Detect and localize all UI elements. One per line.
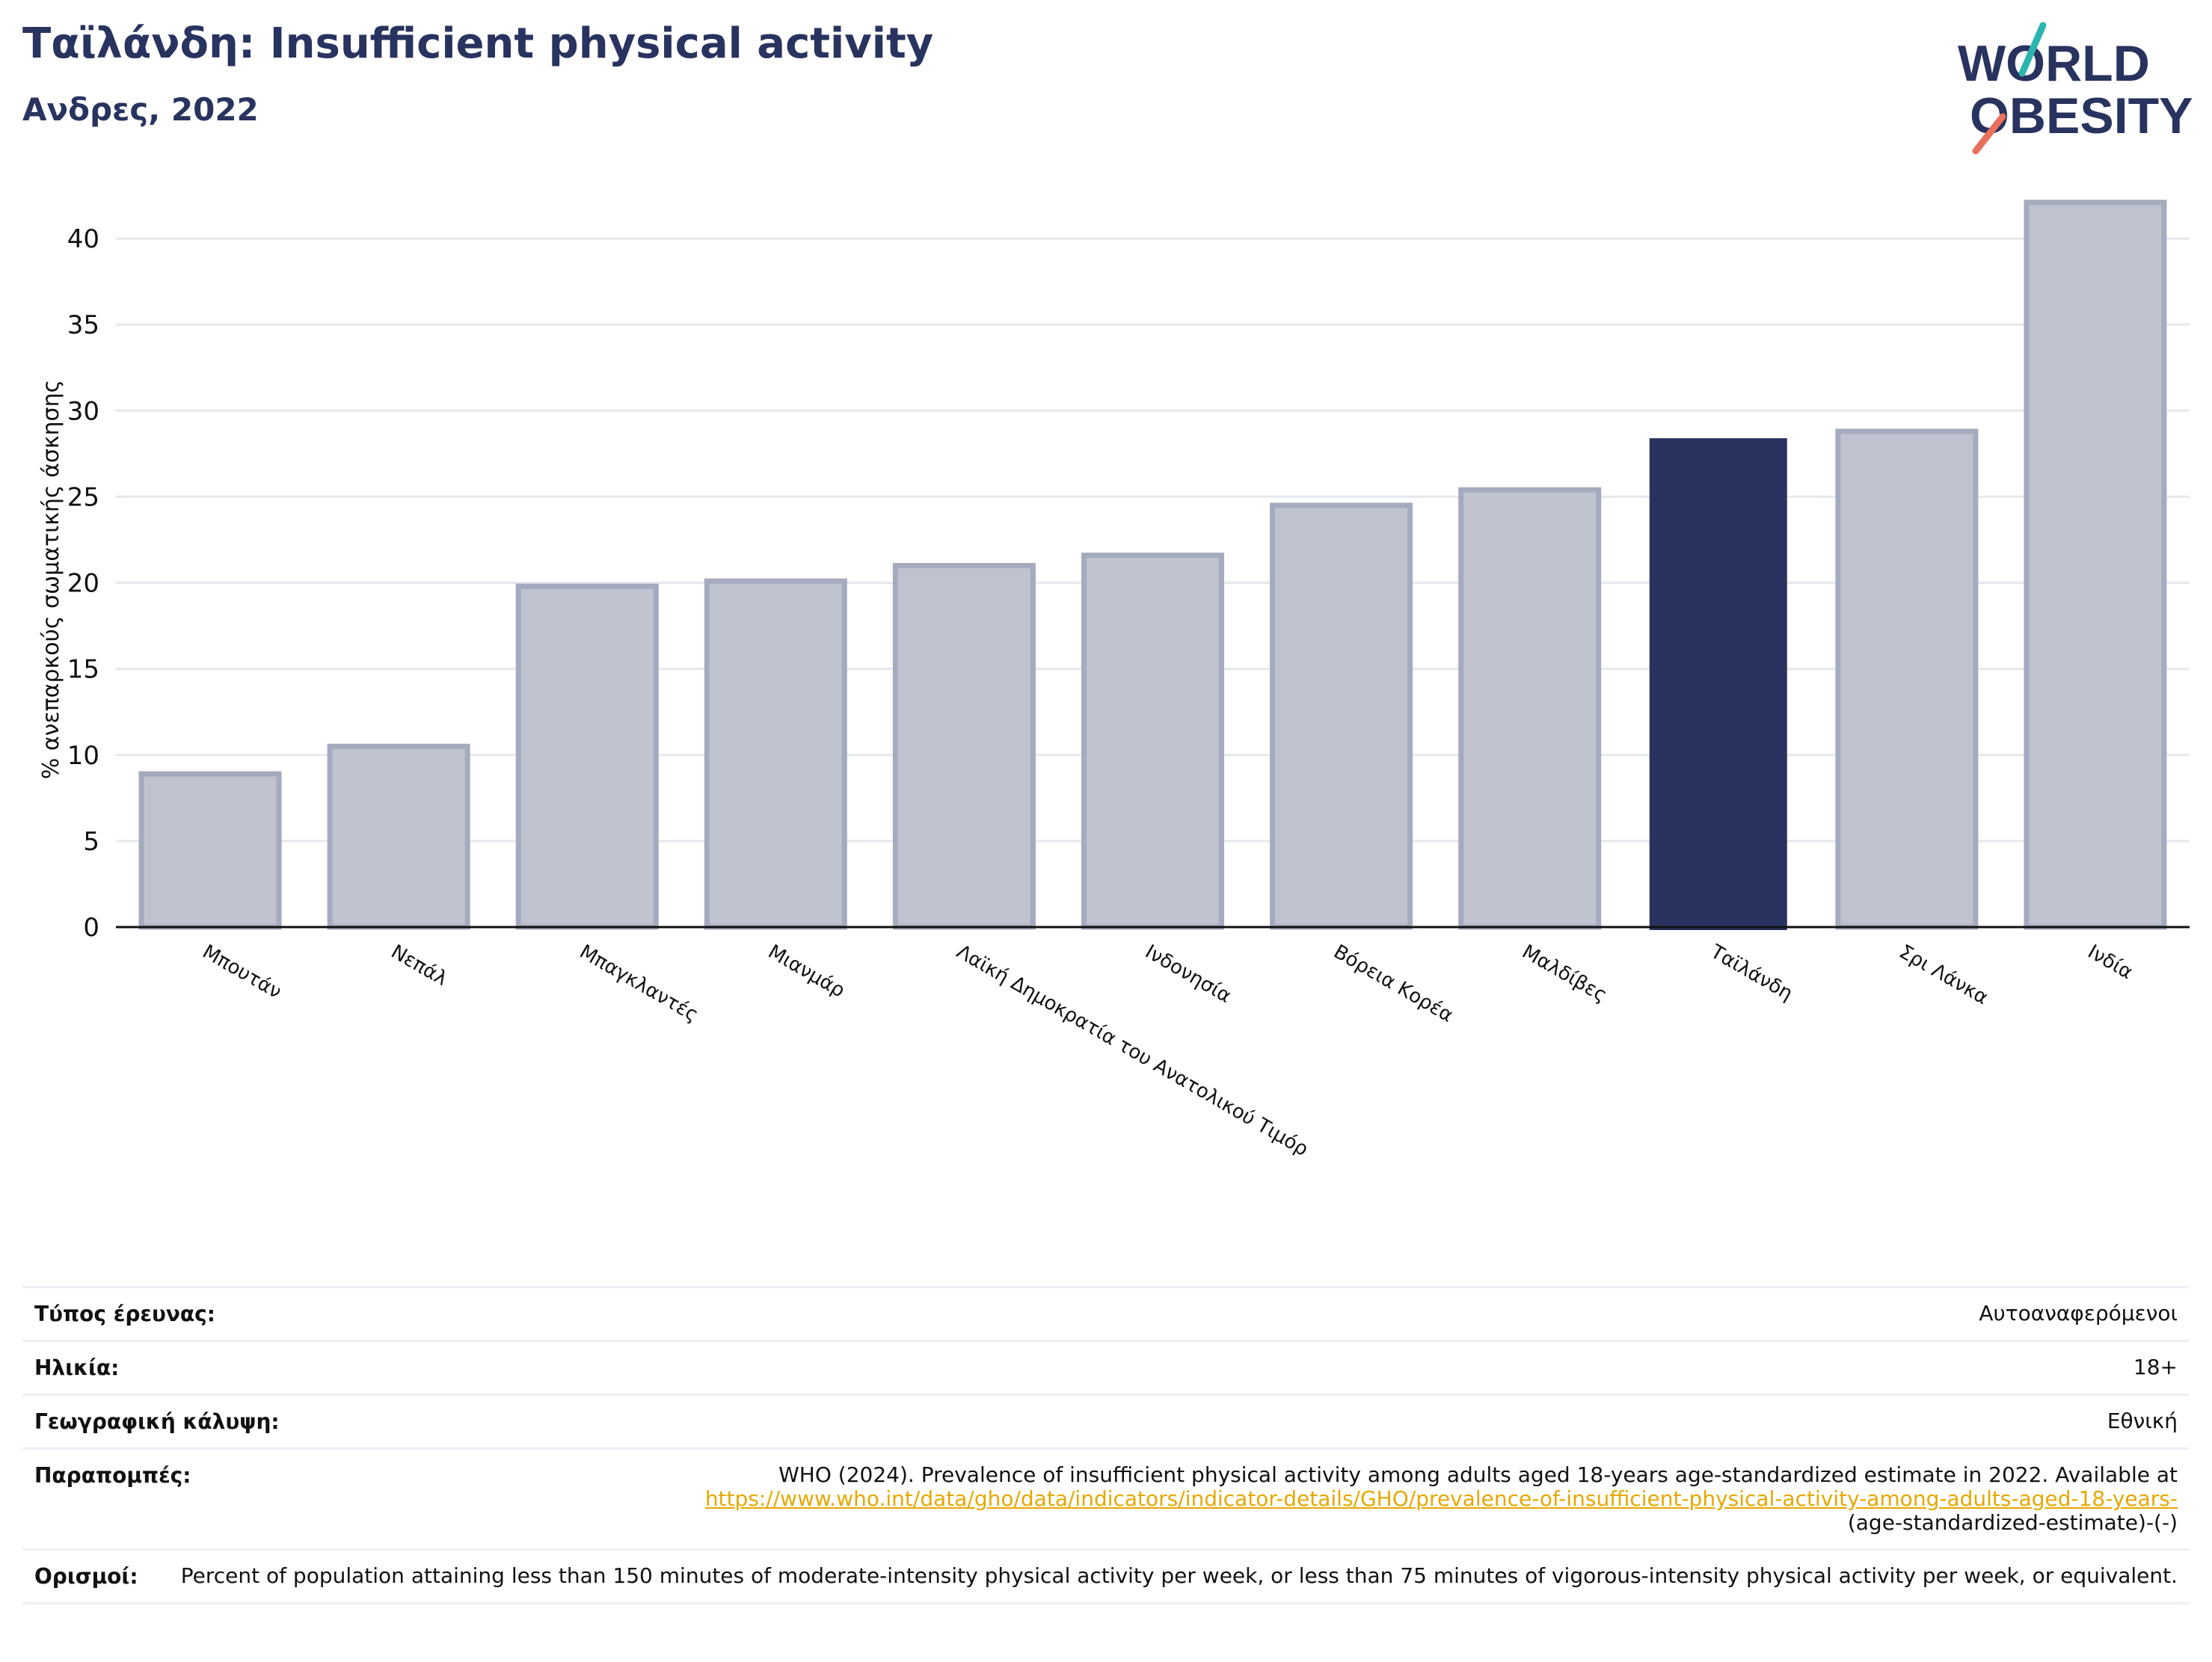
- metadata-label: Ορισμοί:: [34, 1564, 138, 1589]
- bar: [1081, 553, 1225, 930]
- x-tick-label: Λαϊκή Δημοκρατία του Ανατολικού Τιμόρ: [953, 941, 1312, 1161]
- x-tick-label: Νεπάλ: [387, 941, 452, 991]
- metadata-value: Percent of population attaining less tha…: [168, 1564, 2178, 1589]
- metadata-value-text: Αυτοαναφερόμενοι: [1979, 1301, 2178, 1326]
- metadata-value: Εθνική: [310, 1409, 2178, 1434]
- bar: [1270, 502, 1413, 930]
- metadata-value-text: 18+: [2133, 1355, 2178, 1379]
- x-tick-label: Μιανμάρ: [764, 941, 849, 1003]
- page-title: Ταϊλάνδη: Insufficient physical activity: [22, 19, 934, 68]
- metadata-value-text: WHO (2024). Prevalence of insufficient p…: [778, 1462, 2178, 1487]
- x-tick-label: Σρι Λάνκα: [1895, 941, 1991, 1009]
- bar: [704, 578, 847, 930]
- metadata-value: 18+: [149, 1355, 2178, 1380]
- x-tick-label: Ινδονησία: [1141, 941, 1235, 1008]
- metadata-label: Ηλικία:: [34, 1355, 120, 1380]
- bar: [327, 743, 470, 930]
- x-tick-label: Ταϊλάνδη: [1706, 941, 1796, 1006]
- logo-line-1: WORLD: [1958, 35, 2150, 92]
- metadata-label: Τύπος έρευνας:: [34, 1302, 215, 1326]
- metadata-label: Γεωγραφική κάλυψη:: [34, 1409, 280, 1434]
- metadata-label: Παραπομπές:: [34, 1463, 191, 1488]
- metadata-row: Ορισμοί: Percent of population attaining …: [22, 1548, 2190, 1604]
- bar: [138, 771, 282, 930]
- x-tick-label: Ινδία: [2083, 941, 2136, 984]
- reference-link[interactable]: https://www.who.int/data/gho/data/indica…: [704, 1486, 2178, 1511]
- bar: [892, 563, 1036, 930]
- y-tick-label: 15: [67, 655, 99, 685]
- y-tick-label: 35: [67, 310, 99, 340]
- y-tick-label: 20: [67, 569, 99, 599]
- page-subtitle: Ανδρες, 2022: [22, 91, 259, 128]
- x-tick-label: Μπουτάν: [199, 941, 286, 1003]
- metadata-value-text: (age-standardized-estimate)-(-): [1847, 1510, 2178, 1535]
- metadata-value-text: Percent of population attaining less tha…: [180, 1563, 2178, 1588]
- y-tick-label: 25: [67, 482, 99, 512]
- metadata-row: Ηλικία: 18+: [22, 1340, 2190, 1394]
- metadata-value-text: Εθνική: [2107, 1409, 2178, 1433]
- x-tick-label: Μπαγκλαντές: [576, 941, 702, 1027]
- metadata-row: Παραπομπές: WHO (2024). Prevalence of ins…: [22, 1447, 2190, 1548]
- metadata-value: WHO (2024). Prevalence of insufficient p…: [221, 1463, 2178, 1535]
- logo-line-2: OBESITY: [1970, 87, 2193, 144]
- bar: [515, 583, 659, 930]
- x-tick-label: Βόρεια Κορέα: [1330, 941, 1457, 1027]
- y-tick-label: 40: [67, 224, 99, 254]
- bar-highlighted: [1649, 438, 1787, 930]
- y-tick-label: 5: [83, 827, 99, 857]
- metadata-row: Γεωγραφική κάλυψη: Εθνική: [22, 1394, 2190, 1447]
- metadata-table: Τύπος έρευνας: Αυτοαναφερόμενοι Ηλικία: 18+…: [22, 1286, 2190, 1604]
- y-tick-label: 0: [83, 913, 99, 943]
- metadata-value: Αυτοαναφερόμενοι: [245, 1302, 2178, 1326]
- y-axis-label: % ανεπαρκούς σωματικής άσκησης: [38, 380, 64, 779]
- y-tick-label: 10: [67, 741, 99, 771]
- bar-chart: 0 5 10 15 20 25 30 35 40 % ανεπαρκούς σωματικής ά…: [38, 200, 2190, 1161]
- logo-slash-top: [2018, 22, 2047, 77]
- logo-slash-bottom: [1972, 113, 2006, 155]
- metadata-row: Τύπος έρευνας: Αυτοαναφερόμενοι: [22, 1286, 2190, 1340]
- bar: [1458, 487, 1602, 930]
- bar: [2024, 200, 2167, 930]
- x-tick-label: Μαλδίβες: [1518, 941, 1611, 1007]
- y-tick-label: 30: [67, 396, 99, 426]
- bar: [1835, 428, 1979, 930]
- world-obesity-logo: WORLD OBESITY: [1958, 22, 2193, 155]
